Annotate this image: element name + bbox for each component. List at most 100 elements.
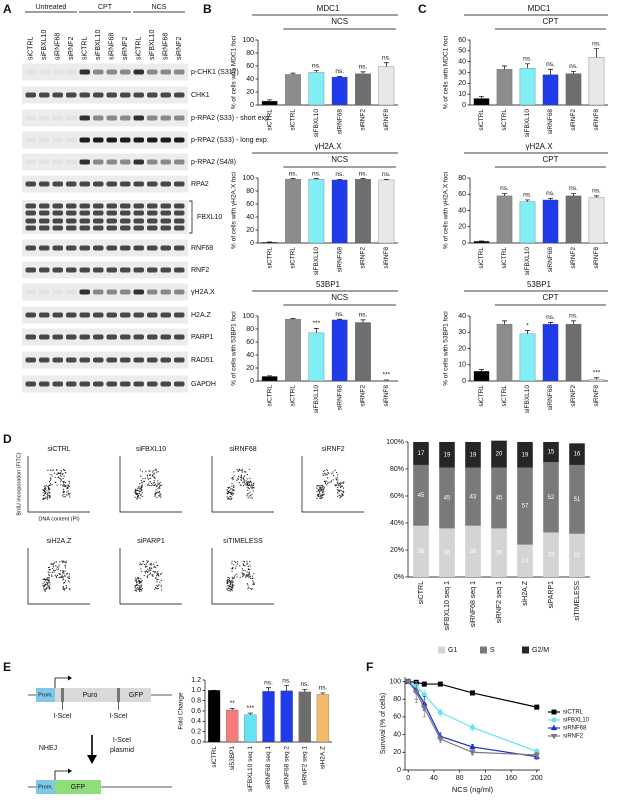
flow-title: siTIMELESS [223, 538, 263, 545]
flow-dot [43, 586, 44, 587]
blot-band [80, 313, 91, 318]
bar [474, 99, 489, 106]
flow-dot [249, 569, 250, 570]
y-axis-label: % of cells with γH2A.X foci [231, 172, 238, 249]
flow-dot [146, 563, 147, 564]
flow-dot [316, 487, 317, 488]
flow-dot [246, 576, 247, 577]
flow-dot [334, 484, 335, 485]
blot-band [66, 160, 77, 165]
flow-dot [227, 498, 228, 499]
blot-band [174, 226, 185, 231]
significance-label: * [526, 322, 529, 329]
flow-dot [147, 569, 148, 570]
blot-band [174, 204, 185, 209]
bar [285, 74, 300, 105]
flow-dot [159, 495, 160, 496]
chart-title: 53BP1 [316, 280, 341, 289]
flow-dot [135, 586, 136, 587]
significance-label: *** [593, 369, 601, 376]
flow-dot [236, 576, 237, 577]
flow-dot [248, 587, 249, 588]
flow-title: siRNF2 [321, 446, 344, 453]
flow-dot [249, 495, 250, 496]
flow-dot [158, 575, 159, 576]
lane-label: siRNF2 [122, 37, 129, 60]
flow-dot [58, 477, 59, 478]
blot-band [53, 160, 64, 165]
flow-dot [158, 484, 159, 485]
flow-dot [326, 484, 327, 485]
flow-dot [145, 566, 146, 567]
data-label: 17 [418, 451, 425, 457]
blot-band [147, 204, 158, 209]
blot-band [39, 138, 50, 143]
flow-dot [45, 497, 46, 498]
flow-dot [227, 580, 228, 581]
flow-dot [145, 478, 146, 479]
flow-dot [53, 570, 54, 571]
flow-dot [252, 584, 253, 585]
bar [566, 324, 581, 381]
chart-title: MDC1 [317, 4, 340, 13]
flow-dot [58, 568, 59, 569]
group-label: NCS [152, 4, 167, 11]
x-tick-label: siFBXL10 [524, 109, 531, 138]
blot-band [53, 93, 64, 98]
flow-dot [61, 470, 62, 471]
blot-band [93, 246, 104, 251]
flow-dot [55, 570, 56, 571]
flow-dot [63, 489, 64, 490]
flow-dot [325, 475, 326, 476]
flow-dot [336, 485, 337, 486]
flow-dot [327, 477, 328, 478]
flow-dot [63, 494, 64, 495]
blot-band [147, 358, 158, 363]
flow-dot [227, 493, 228, 494]
flow-axes [120, 548, 182, 604]
error-bar [314, 328, 319, 333]
y-tick-label: 40 [393, 731, 401, 738]
legend-marker [552, 726, 557, 730]
blot-band [39, 204, 50, 209]
legend-label: siCTRL [563, 710, 584, 716]
flow-dot [69, 574, 70, 575]
blot-band [161, 182, 172, 187]
data-label: 36 [496, 550, 503, 556]
flow-dot [151, 563, 152, 564]
flow-dot [63, 482, 64, 483]
blot-band [39, 116, 50, 121]
flow-dot [138, 486, 139, 487]
blot-band [53, 313, 64, 318]
error-bar [291, 73, 296, 74]
flow-dot [45, 579, 46, 580]
flow-dot [337, 482, 338, 483]
flow-dot [67, 494, 68, 495]
bar [244, 715, 256, 742]
lane-label: siRNF2 [68, 37, 75, 60]
bar [497, 69, 512, 105]
lane-label: siCTRL [28, 37, 35, 60]
flow-dot [250, 576, 251, 577]
blot-band [174, 246, 185, 251]
y-tick-label: 60 [458, 37, 466, 44]
flow-dot [234, 561, 235, 562]
data-label: 57 [522, 504, 529, 510]
flow-dot [149, 485, 150, 486]
flow-dot [143, 561, 144, 562]
y-axis-label: Survival (% of cells) [380, 693, 387, 754]
flow-dot [236, 574, 237, 575]
flow-dot [154, 482, 155, 483]
flow-dot [48, 579, 49, 580]
blot-band [80, 335, 91, 340]
flow-dot [232, 585, 233, 586]
error-bar [502, 193, 507, 195]
x-tick-label: siCTRL [418, 581, 425, 604]
flow-dot [65, 567, 66, 568]
x-tick-label: siRNF8 [593, 247, 600, 269]
blot-band [93, 382, 104, 387]
flow-dot [60, 473, 61, 474]
flow-dot [318, 490, 319, 491]
flow-dot [141, 480, 142, 481]
flow-dot [67, 573, 68, 574]
